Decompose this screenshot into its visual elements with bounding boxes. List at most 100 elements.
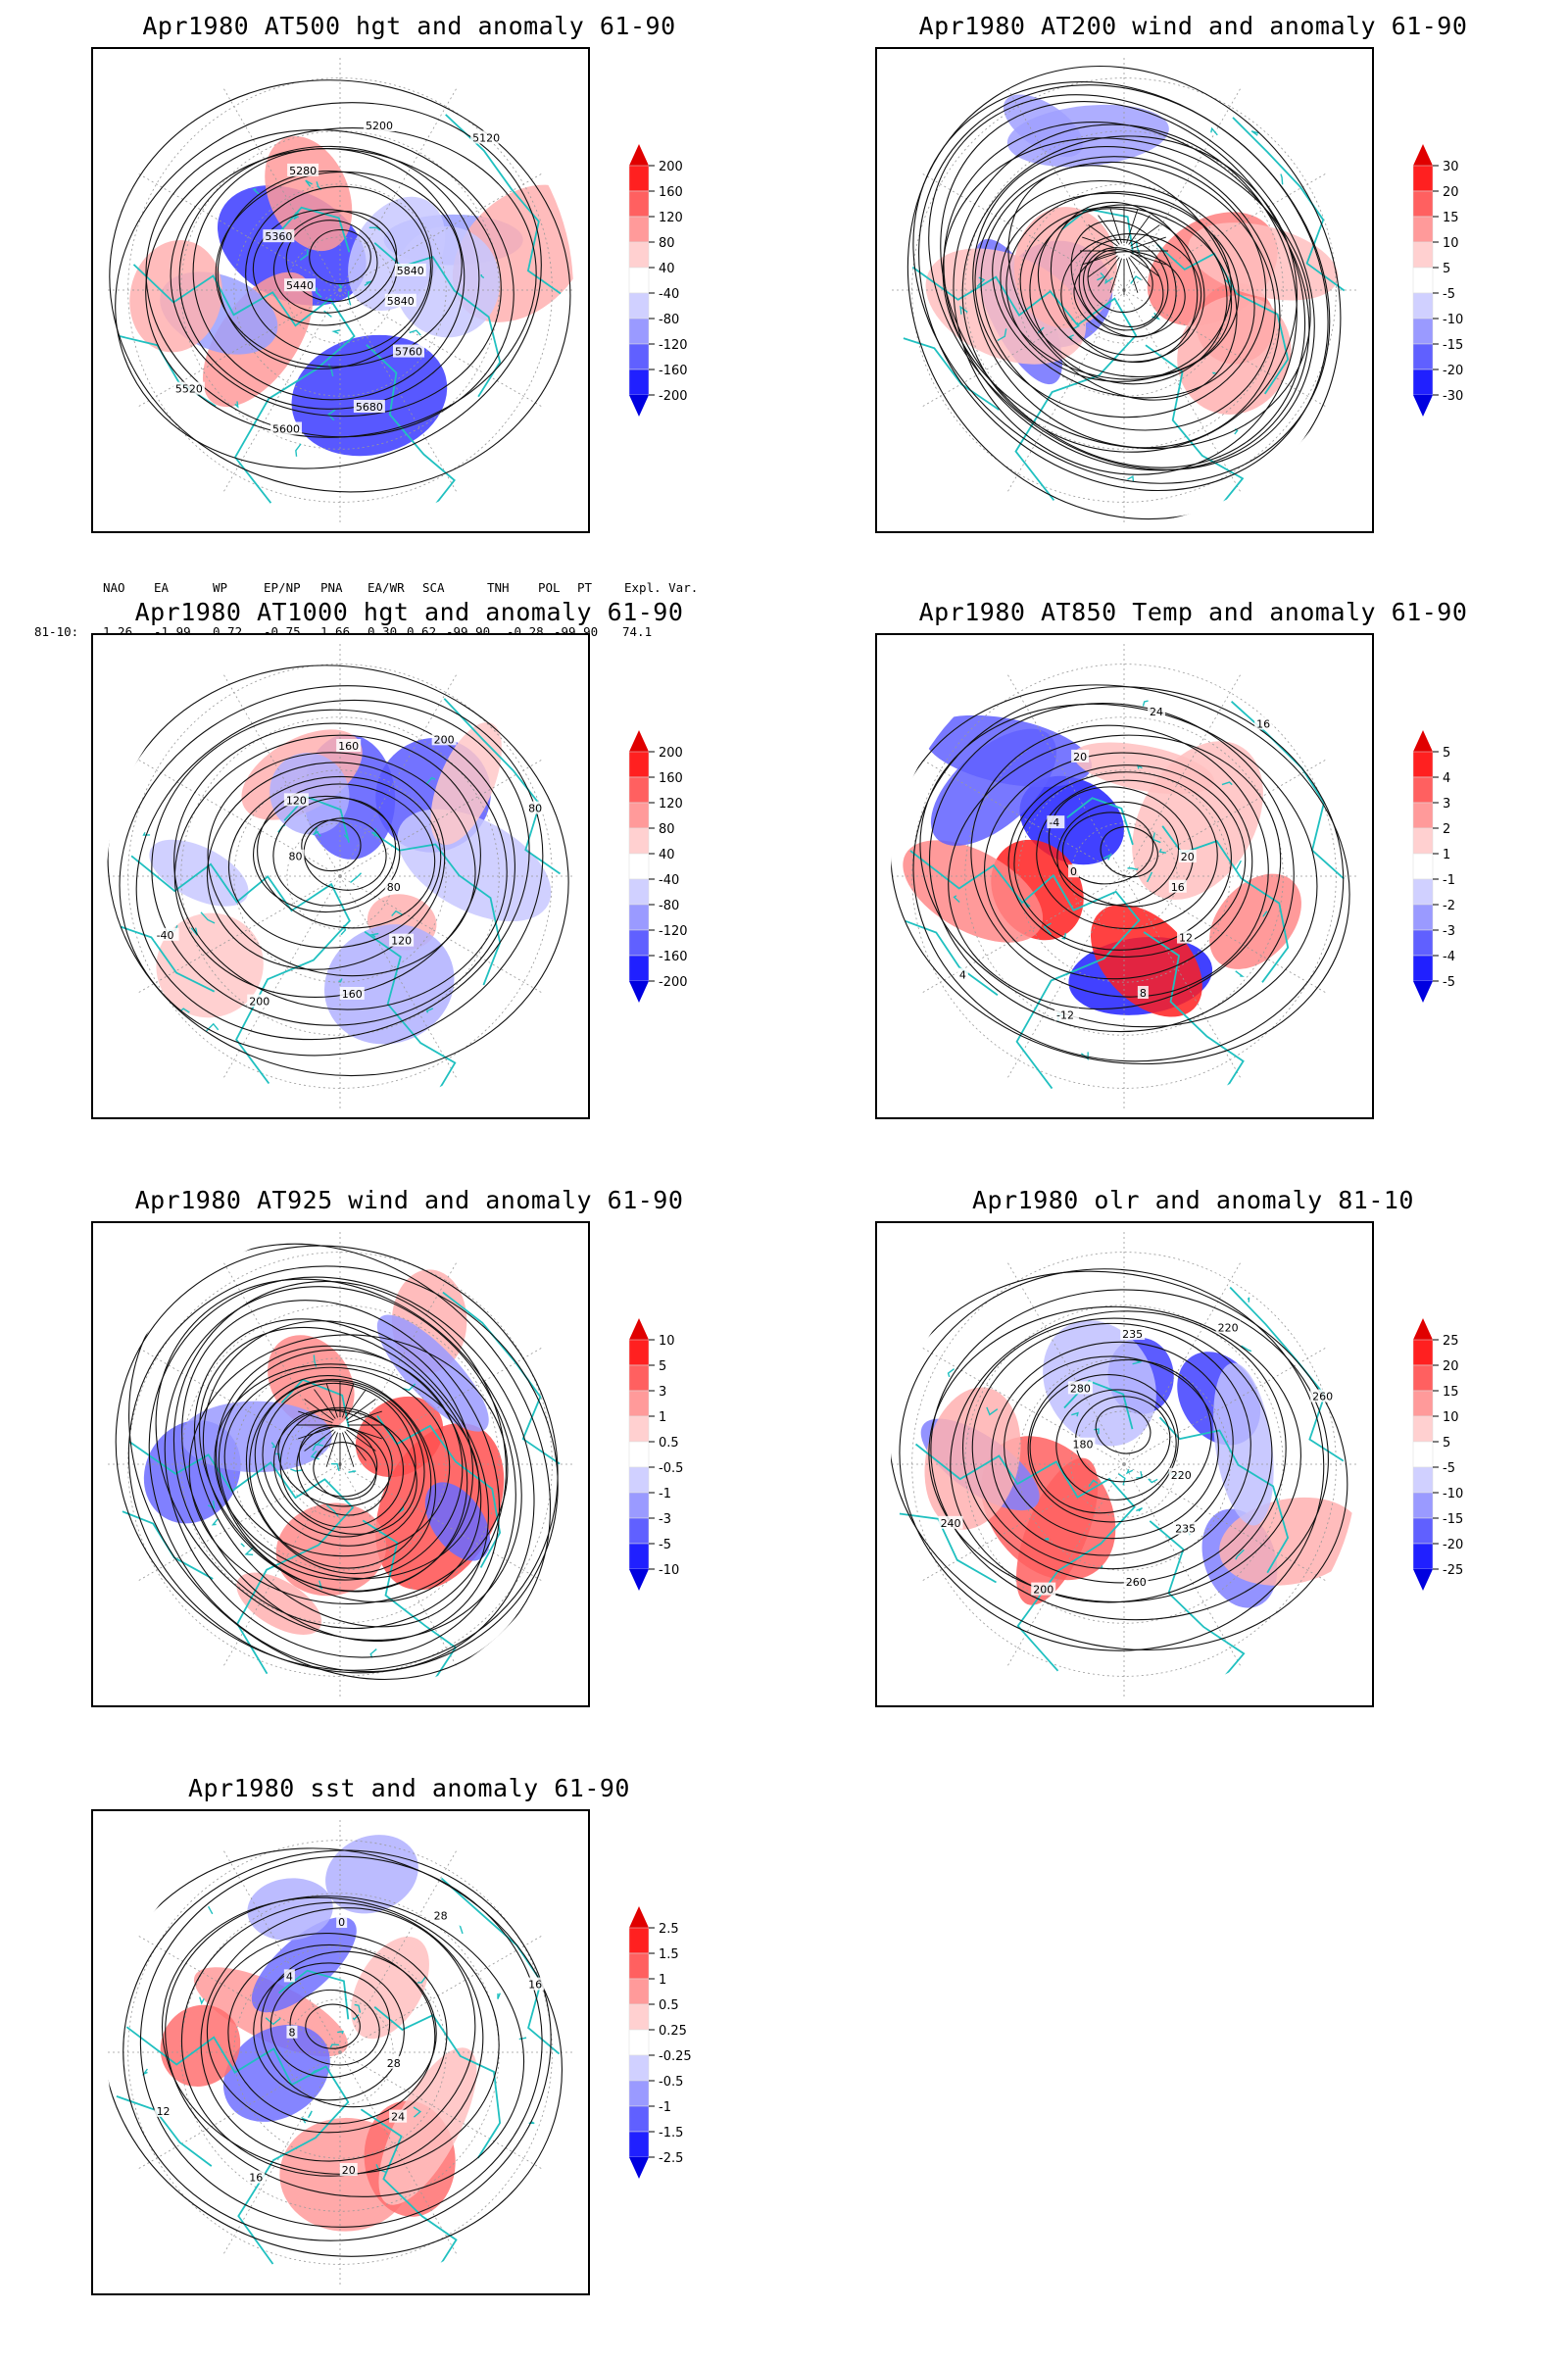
coastline [1152, 832, 1161, 844]
coastline [338, 978, 343, 983]
colorbar-tick-label: -80 [659, 899, 679, 913]
streamline [314, 1431, 336, 1461]
colorbar-tick-label: -40 [659, 873, 679, 888]
coastline [1102, 853, 1112, 861]
contour-label-background [526, 1977, 545, 1991]
coastline [327, 409, 336, 421]
contour-line [135, 699, 530, 1041]
colorbar-segment [628, 2003, 650, 2031]
coastline [120, 925, 216, 993]
colorbar-segment [1412, 292, 1434, 320]
coastline [1080, 1052, 1089, 1060]
coastline [369, 932, 379, 938]
coastline [1247, 1297, 1250, 1303]
contour-line [215, 171, 463, 368]
streamline [953, 123, 1298, 475]
colorbar-segment [628, 318, 650, 345]
streamline [344, 1431, 367, 1461]
contour-line [245, 185, 432, 357]
contour-label: 235 [1122, 1328, 1143, 1341]
index-value: 74.1 [622, 624, 653, 639]
polar-map: 16 12 8 -12 4 0 -4 20 24 16 20 [875, 633, 1374, 1119]
coastline [1149, 1520, 1246, 1687]
negative-anomaly-area [923, 714, 1093, 788]
colorbar-tick-label: -1.5 [659, 2126, 683, 2141]
colorbar-tick-label: 0.5 [659, 1998, 679, 2013]
coastline [1022, 900, 1031, 909]
streamline [1088, 255, 1118, 277]
colorbar-segment [1412, 751, 1434, 778]
coastline [366, 344, 456, 511]
colorbar-tick-label: -5 [1443, 287, 1455, 302]
contour-label-background [283, 1969, 295, 1983]
colorbar-tick-label: 5 [1443, 1436, 1450, 1451]
streamline [296, 1426, 390, 1516]
streamline [1131, 236, 1166, 249]
contour-line [983, 752, 1253, 980]
contour-label-background [1068, 864, 1080, 878]
polar-map-graphic: 80 120 160 200 -40 80 120 160 200 80 [107, 643, 573, 1109]
coastline [347, 290, 352, 306]
contour-line [948, 734, 1282, 1010]
streamline [1000, 192, 1240, 380]
colorbar-segment [628, 904, 650, 931]
latitude-circle [964, 1304, 1284, 1624]
colorbar-tick-label: 40 [659, 848, 675, 862]
colorbar-segment [628, 216, 650, 243]
colorbar-graphic: 200 160 120 80 40 -40 -80 -120 -160 -200 [628, 144, 688, 417]
map-content: 5840 5760 5680 5600 5520 5440 5360 5280 5200 5120… [107, 57, 573, 523]
latitude-circle [180, 716, 500, 1036]
contour-line [257, 783, 436, 929]
colorbar: 30 20 15 10 5 -5 -10 -15 -20 -30 [1411, 144, 1558, 438]
contour-label: 160 [342, 988, 363, 1001]
contour-label: 24 [391, 2111, 405, 2124]
coastline [295, 443, 302, 457]
negative-anomaly-area [1019, 775, 1124, 865]
streamline [1126, 258, 1139, 293]
coastline [1136, 1507, 1143, 1512]
contour-label-background [394, 263, 426, 276]
streamline [262, 1382, 416, 1538]
coastline [283, 795, 350, 843]
positive-anomaly-area [430, 721, 502, 846]
colorbar-tick-label: -120 [659, 924, 688, 939]
contour-line [961, 1317, 1273, 1584]
colorbar-segment [628, 2105, 650, 2133]
contour-line [151, 709, 515, 1026]
colorbar-segment [628, 1415, 650, 1443]
contour-label-background [389, 2109, 408, 2123]
positive-anomaly-area [160, 2004, 241, 2087]
contour-label-background [384, 2055, 403, 2069]
contour-label: 12 [157, 2105, 171, 2118]
contour-label-background [284, 278, 317, 292]
contour-label-background [393, 344, 425, 358]
contour-label-background [1047, 815, 1065, 829]
contour-line [261, 1950, 437, 2108]
coastline [911, 266, 1138, 501]
index-header: EP/NP [264, 580, 301, 595]
streamline [1128, 257, 1151, 287]
contour-label: 0 [338, 1916, 345, 1929]
contour-line [971, 1322, 1251, 1570]
coastline [206, 1022, 220, 1032]
contour-line [928, 1305, 1301, 1602]
colorbar-tick-label: 10 [1443, 1410, 1459, 1425]
colorbar-arrow-bottom [629, 1569, 649, 1591]
colorbar-segment [1412, 1339, 1434, 1366]
index-header: EA/WR [368, 580, 405, 595]
contour-label: 220 [1218, 1321, 1239, 1334]
colorbar-tick-label: -10 [1443, 313, 1463, 327]
colorbar-segment [628, 2080, 650, 2107]
map-panel-200wind: Apr1980 AT200 wind and anomaly 61-90 30 2… [872, 12, 1568, 600]
contour-line [1061, 812, 1154, 885]
contour-line [991, 1341, 1234, 1556]
coastline [116, 2095, 213, 2167]
colorbar-tick-label: -3 [659, 1512, 671, 1527]
latitude-circle [180, 130, 500, 450]
contour-label: 200 [249, 996, 270, 1009]
coastline [199, 1996, 205, 2005]
colorbar-tick-label: -2.5 [659, 2151, 683, 2166]
colorbar-tick-label: -160 [659, 950, 688, 964]
contour-line [115, 102, 542, 469]
